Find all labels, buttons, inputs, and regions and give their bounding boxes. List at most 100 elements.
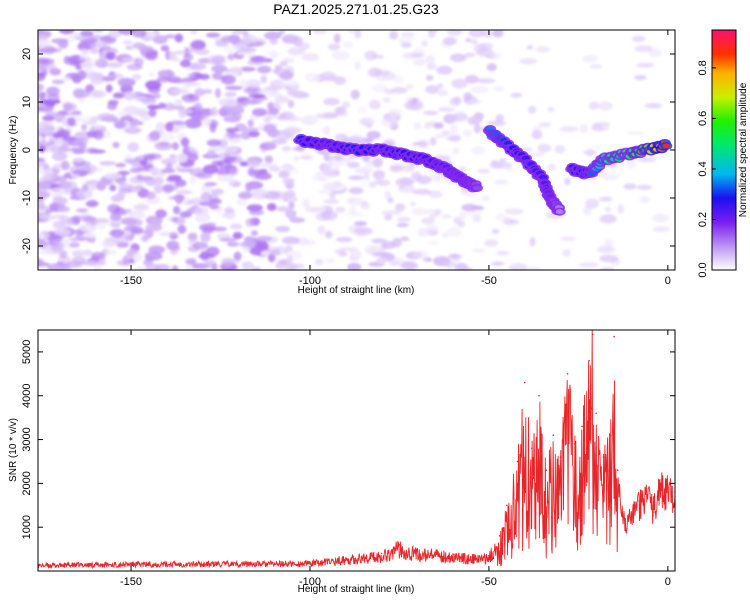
spectrogram-noise-blob bbox=[123, 91, 137, 101]
spectrogram-noise-blob bbox=[133, 253, 143, 263]
spectrogram-noise-blob bbox=[268, 165, 281, 172]
spectrogram-noise-blob bbox=[43, 167, 54, 174]
spectrogram-noise-blob bbox=[215, 41, 229, 47]
spectrogram-noise-blob bbox=[138, 45, 154, 53]
snr-series bbox=[38, 330, 675, 570]
spectrogram-noise-blob bbox=[547, 163, 557, 171]
spectrogram-noise-blob bbox=[95, 59, 108, 68]
spectrogram-noise-blob bbox=[486, 63, 497, 72]
spectrogram-noise-blob bbox=[384, 213, 393, 221]
snr-y-label: SNR (10 * v/v) bbox=[8, 418, 19, 482]
spectrogram-noise-blob bbox=[178, 109, 194, 115]
spectrogram-noise-blob bbox=[238, 191, 253, 199]
spectrogram-noise-blob bbox=[508, 263, 528, 270]
spectrogram-noise-blob bbox=[293, 156, 300, 161]
spectrogram-noise-blob bbox=[428, 190, 443, 199]
spectrogram-noise-blob bbox=[126, 218, 143, 227]
spectrogram-noise-blob bbox=[38, 157, 46, 162]
ridge-point bbox=[662, 143, 671, 149]
spectrogram-noise-blob bbox=[101, 241, 115, 248]
spectrogram-noise-blob bbox=[187, 94, 195, 100]
spectrogram-noise-blob bbox=[441, 130, 450, 136]
spectrogram-noise-blob bbox=[67, 147, 86, 152]
spectrogram-noise-blob bbox=[600, 267, 615, 270]
spectrogram-noise-blob bbox=[349, 205, 357, 216]
spectrogram-noise-blob bbox=[177, 224, 187, 234]
spectrogram-noise-blob bbox=[267, 253, 276, 263]
spectrogram-noise-blob bbox=[412, 188, 432, 195]
spectrogram-noise-blob bbox=[354, 221, 368, 227]
spectrogram-noise-blob bbox=[38, 30, 44, 34]
spectrogram-noise-blob bbox=[251, 266, 258, 270]
spectrogram-noise-blob bbox=[322, 164, 333, 173]
spectrogram-noise-blob bbox=[652, 214, 669, 223]
spectrogram-noise-blob bbox=[437, 107, 455, 112]
spectrogram-noise-blob bbox=[290, 113, 297, 122]
spectrogram-noise-blob bbox=[138, 155, 145, 161]
snr-data-point bbox=[574, 443, 576, 445]
spectrogram-noise-blob bbox=[260, 250, 271, 256]
spectrogram-noise-blob bbox=[369, 99, 381, 110]
y-tick-label: 4000 bbox=[21, 383, 33, 407]
spectrogram-noise-blob bbox=[238, 47, 257, 53]
snr-frame bbox=[37, 329, 676, 572]
spectrogram-noise-blob bbox=[164, 34, 176, 39]
spectrogram-noise-blob bbox=[477, 42, 493, 51]
x-tick-label: -150 bbox=[120, 576, 142, 588]
y-tick-label: 20 bbox=[21, 48, 33, 60]
spectrogram-noise-blob bbox=[287, 254, 293, 265]
spectrogram-noise-blob bbox=[181, 85, 191, 90]
spectrogram-noise-blob bbox=[335, 133, 348, 143]
x-tick-label: -50 bbox=[481, 576, 497, 588]
spectrogram-noise-blob bbox=[209, 204, 220, 210]
spectrogram-noise-blob bbox=[421, 39, 428, 48]
spectrogram-noise-blob bbox=[510, 92, 523, 98]
spectrogram-noise-blob bbox=[171, 56, 180, 62]
spectrogram-noise-blob bbox=[335, 206, 346, 213]
spectrogram-noise-blob bbox=[339, 247, 359, 252]
spectrogram-noise-blob bbox=[579, 124, 588, 134]
spectrogram-noise-blob bbox=[412, 141, 428, 147]
spectrogram-noise-blob bbox=[62, 136, 77, 142]
spectrogram-noise-blob bbox=[180, 137, 190, 147]
spectrogram-noise-blob bbox=[221, 145, 239, 154]
spectrogram-noise-blob bbox=[148, 72, 155, 77]
spectrogram-noise-blob bbox=[229, 66, 243, 74]
spectrogram-noise-blob bbox=[38, 62, 45, 72]
spectrogram-noise-blob bbox=[300, 155, 314, 160]
spectrogram-noise-blob bbox=[582, 54, 599, 63]
spectrogram-noise-blob bbox=[136, 265, 147, 270]
spectrogram-noise-blob bbox=[203, 116, 212, 127]
snr-data-point bbox=[498, 535, 501, 537]
spectrogram-noise-blob bbox=[586, 148, 594, 158]
spectrogram-noise-blob bbox=[170, 250, 178, 255]
spectrogram-noise-blob bbox=[38, 190, 51, 199]
spectrogram-noise-blob bbox=[117, 109, 129, 117]
spectrogram-noise-blob bbox=[174, 33, 184, 43]
spectrogram-noise-blob bbox=[99, 161, 116, 166]
y-tick-label: 2000 bbox=[21, 471, 33, 495]
spectrogram-noise-blob bbox=[38, 238, 45, 245]
snr-x-label: Height of straight line (km) bbox=[298, 584, 415, 595]
y-tick-label: 5000 bbox=[21, 340, 33, 364]
spectrogram-noise-blob bbox=[369, 181, 377, 188]
spectrogram-noise-blob bbox=[279, 71, 294, 81]
spectrogram-noise-blob bbox=[442, 118, 457, 124]
spectrogram-noise-blob bbox=[372, 170, 386, 180]
spectrogram-noise-blob bbox=[71, 110, 82, 115]
snr-plot-area bbox=[38, 330, 675, 571]
spectrogram-noise-blob bbox=[209, 107, 219, 117]
spectrogram-noise-blob bbox=[144, 251, 163, 261]
spectrogram-noise-blob bbox=[81, 260, 99, 266]
spectrogram-noise-blob bbox=[169, 232, 178, 238]
spectrogram-noise-blob bbox=[426, 62, 437, 70]
spectrogram-noise-blob bbox=[375, 257, 388, 265]
spectrogram-noise-blob bbox=[417, 228, 430, 237]
spectrogram-noise-blob bbox=[204, 182, 217, 187]
spectrogram-noise-blob bbox=[282, 177, 295, 184]
spectrogram-noise-blob bbox=[104, 172, 123, 180]
spectrogram-noise-blob bbox=[184, 47, 191, 57]
spectrogram-noise-blob bbox=[425, 55, 436, 64]
spectrogram-noise-blob bbox=[130, 226, 144, 235]
spectrogram-noise-blob bbox=[153, 185, 163, 194]
